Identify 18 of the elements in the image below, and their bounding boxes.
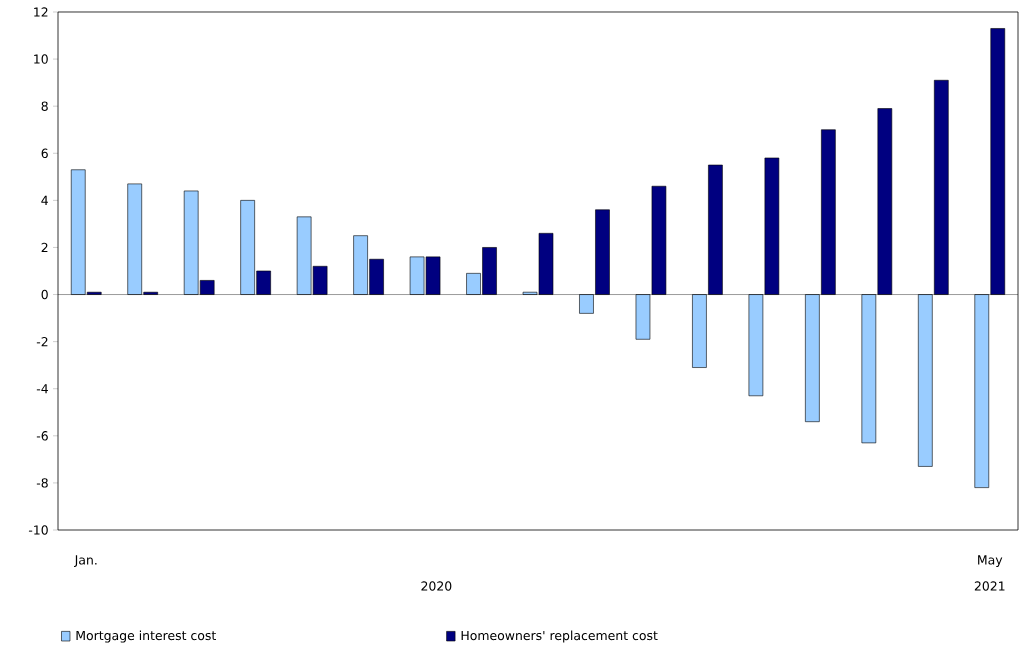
legend-label: Mortgage interest cost (76, 630, 216, 643)
x-tick-label: Jan. (74, 555, 97, 567)
y-tick-label: 10 (34, 54, 48, 64)
y-tick-label: -10 (28, 525, 48, 535)
y-tick-label: -6 (36, 431, 48, 441)
x-tick-label: May (978, 555, 1003, 568)
y-tick-label: 2 (41, 242, 48, 253)
y-tick-label: 4 (41, 195, 48, 205)
y-tick-label: 12 (34, 7, 48, 17)
legend-label: Homeowners' replacement cost (461, 630, 658, 643)
y-tick-label: -8 (36, 478, 48, 488)
y-tick-label: 0 (41, 289, 48, 300)
y-tick-label: 8 (41, 101, 48, 111)
text: 2021 (974, 581, 1005, 591)
y-tick-label: 6 (41, 148, 48, 158)
y-tick-label: -2 (36, 337, 48, 347)
y-tick-label: -4 (36, 384, 48, 394)
text: 2020 (421, 581, 452, 591)
